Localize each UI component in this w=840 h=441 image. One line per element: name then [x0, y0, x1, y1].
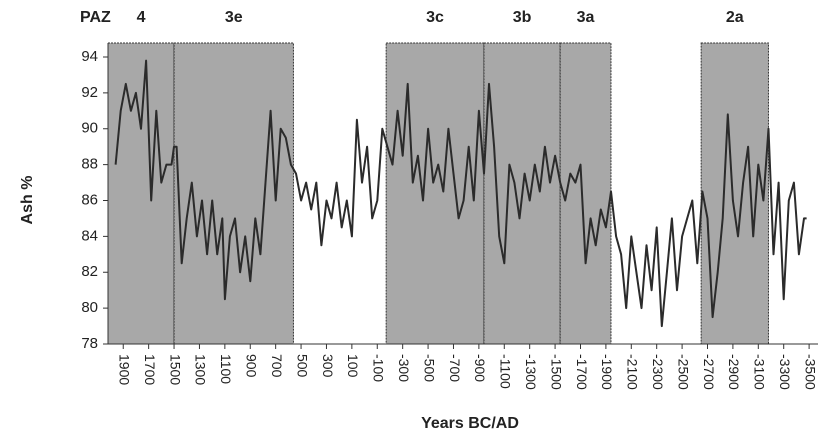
zone-label: 3e	[225, 9, 243, 26]
x-tick-label: 900	[244, 354, 260, 378]
zone	[173, 42, 294, 345]
x-tick-label: 1900	[117, 354, 133, 385]
y-tick-label: 90	[81, 120, 98, 137]
x-tick-label: -1500	[548, 354, 564, 390]
zone-label: 4	[137, 9, 146, 26]
x-tick-label: -100	[371, 354, 387, 382]
x-tick-label: -2500	[675, 354, 691, 390]
x-tick-label: 1100	[218, 354, 234, 384]
ash-line	[114, 59, 807, 328]
x-tick-label: -3100	[752, 354, 768, 390]
x-tick-label: -300	[396, 354, 412, 382]
x-tick-label: -2900	[726, 354, 742, 390]
y-tick-label: 86	[81, 191, 98, 208]
zones-title: PAZ	[80, 9, 111, 26]
x-tick-label: 1500	[167, 354, 183, 385]
x-tick-label: 100	[345, 354, 361, 378]
zone-label: 3c	[426, 9, 444, 26]
y-tick-label: 94	[81, 48, 98, 65]
x-tick-label: -700	[447, 354, 463, 382]
x-tick-label: 1300	[193, 354, 209, 385]
zone	[107, 42, 175, 345]
y-tick-label: 82	[81, 263, 98, 280]
x-tick-label: -2300	[650, 354, 666, 390]
zone-label: 3b	[513, 9, 532, 26]
x-axis-label: Years BC/AD	[421, 415, 519, 432]
x-tick-label: -3300	[777, 354, 793, 390]
x-tick-label: -1700	[574, 354, 590, 390]
x-tick-label: 700	[269, 354, 285, 378]
x-tick-label: -1900	[599, 354, 615, 390]
y-tick-label: 92	[81, 84, 98, 101]
x-tick-label: 1700	[142, 354, 158, 385]
y-tick-label: 84	[81, 227, 98, 244]
y-axis-label: Ash %	[19, 176, 36, 225]
y-tick-label: 78	[81, 335, 98, 352]
x-tick-label: -500	[421, 354, 437, 382]
x-tick-label: 500	[294, 354, 310, 378]
y-tick-label: 88	[81, 156, 98, 173]
y-tick-label: 80	[81, 299, 98, 316]
x-tick-label: -900	[472, 354, 488, 382]
zone	[559, 42, 612, 345]
x-tick-label: -2100	[625, 354, 641, 390]
zone	[385, 42, 485, 345]
x-tick-label: -2700	[701, 354, 717, 390]
x-tick-label: -3500	[802, 354, 818, 390]
x-tick-label: -1300	[523, 354, 539, 390]
zone-label: 2a	[726, 9, 744, 26]
x-tick-label: -1100	[498, 354, 514, 389]
x-tick-label: 300	[320, 354, 336, 378]
zone-label: 3a	[577, 9, 595, 26]
